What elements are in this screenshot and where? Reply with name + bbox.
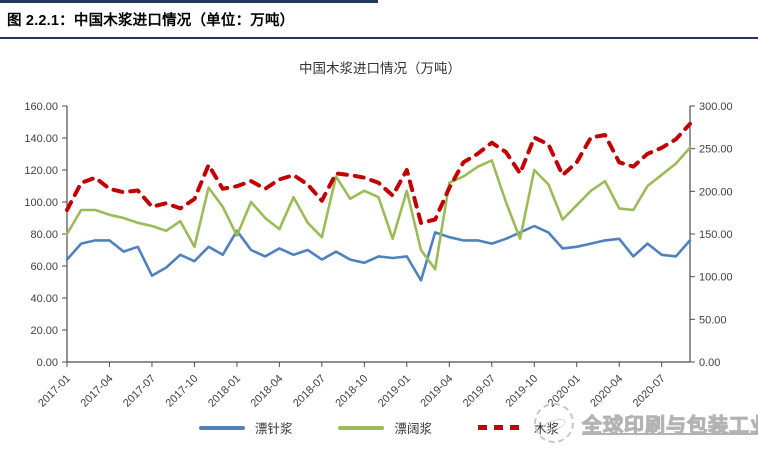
svg-text:2019-01: 2019-01	[376, 373, 413, 410]
svg-text:2018-01: 2018-01	[206, 373, 243, 410]
legend-line-blue-icon	[198, 425, 245, 430]
legend-line-green-icon	[338, 425, 385, 430]
legend-label: 木浆	[534, 422, 560, 436]
svg-text:2019-10: 2019-10	[503, 373, 540, 410]
svg-text:40.00: 40.00	[30, 293, 58, 305]
svg-text:2020-04: 2020-04	[588, 373, 625, 410]
top-accent-line	[0, 0, 378, 3]
svg-text:50.00: 50.00	[699, 314, 727, 326]
svg-text:0.00: 0.00	[699, 357, 720, 369]
svg-text:120.00: 120.00	[24, 165, 58, 177]
svg-text:2018-07: 2018-07	[291, 373, 328, 410]
svg-text:150.00: 150.00	[699, 229, 733, 241]
legend-label: 漂针浆	[254, 422, 293, 436]
svg-text:100.00: 100.00	[699, 272, 733, 284]
svg-text:60.00: 60.00	[30, 261, 58, 273]
legend-item-needle-pulp: 漂针浆	[198, 418, 293, 437]
svg-text:80.00: 80.00	[30, 229, 58, 241]
svg-text:2020-01: 2020-01	[546, 373, 583, 410]
legend-item-hardwood-pulp: 漂阔浆	[338, 418, 432, 437]
svg-text:300.00: 300.00	[699, 101, 733, 113]
svg-text:160.00: 160.00	[24, 101, 58, 113]
svg-text:2020-07: 2020-07	[631, 373, 668, 410]
chart-canvas: 中国木浆进口情况（万吨） 0.00 20.00 40.00 60.00 80.00 100…	[24, 61, 733, 410]
chart-legend: 漂针浆 漂阔浆 木浆	[0, 418, 758, 437]
svg-text:2018-10: 2018-10	[333, 373, 370, 410]
legend-label: 漂阔浆	[394, 422, 432, 436]
svg-text:250.00: 250.00	[699, 144, 733, 156]
svg-text:2017-01: 2017-01	[36, 373, 73, 410]
legend-line-red-dashed-icon	[478, 425, 524, 430]
chart-title: 中国木浆进口情况（万吨）	[299, 61, 461, 76]
figure-caption: 图 2.2.1：中国木浆进口情况（单位：万吨）	[7, 13, 295, 29]
chart-area: 中国木浆进口情况（万吨） 0.00 20.00 40.00 60.00 80.00 100…	[0, 39, 758, 424]
svg-text:0.00: 0.00	[37, 357, 58, 369]
svg-text:2018-04: 2018-04	[248, 373, 285, 410]
header-divider	[0, 37, 758, 39]
svg-text:20.00: 20.00	[30, 325, 58, 337]
svg-text:2017-04: 2017-04	[79, 373, 116, 410]
svg-text:2019-07: 2019-07	[461, 373, 498, 410]
legend-item-wood-pulp: 木浆	[478, 418, 559, 437]
svg-text:2019-04: 2019-04	[418, 373, 455, 410]
svg-text:100.00: 100.00	[24, 197, 58, 209]
svg-text:2017-07: 2017-07	[121, 373, 158, 410]
svg-text:140.00: 140.00	[24, 133, 58, 145]
svg-text:2017-10: 2017-10	[164, 373, 201, 410]
svg-text:200.00: 200.00	[699, 186, 733, 198]
